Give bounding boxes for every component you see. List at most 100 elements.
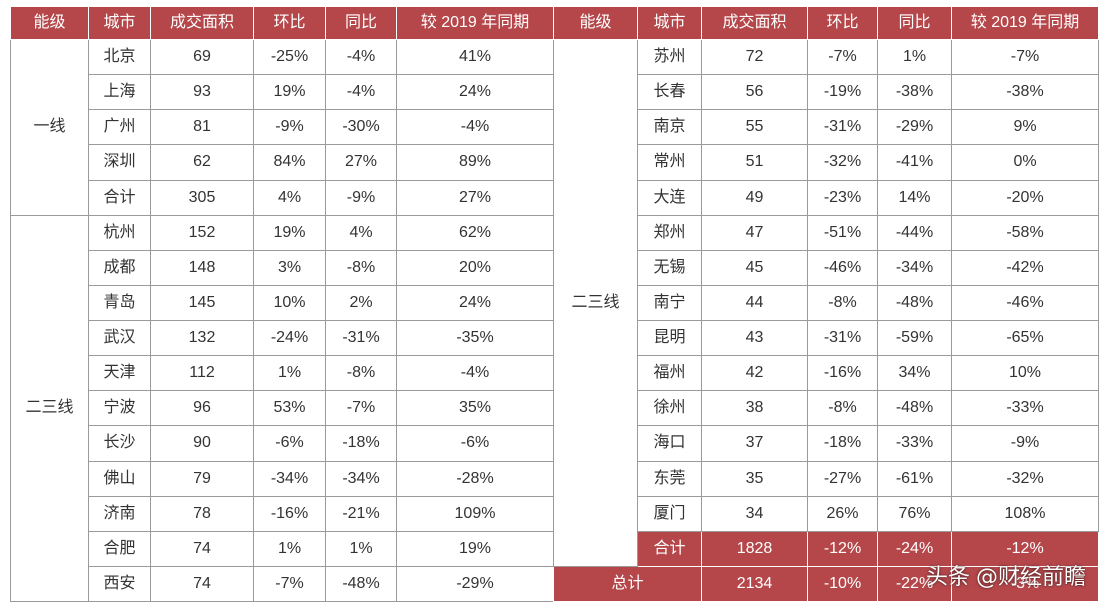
total-vs2019: -3% [951,565,1099,603]
vs2019-cell: 19% [396,530,554,567]
city-cell: 大连 [637,179,702,216]
right-table-body: 二三线 苏州 72 -7% 1% -7% 长春 56 -19% -38% -38% 南京 55 -31% -… [553,38,1099,603]
yoy-cell: -34% [325,460,397,497]
vs2019-cell: -7% [951,38,1099,76]
total-row: 总计 2134 -10% -22% -3% [553,565,1099,603]
area-cell: 93 [150,74,254,111]
city-cell: 深圳 [88,144,151,181]
yoy-cell: -18% [325,425,397,462]
table-row: 济南 78 -16% -21% 109% [11,495,554,532]
yoy-cell: -4% [325,38,397,76]
table-row: 天津 112 1% -8% -4% [11,355,554,392]
yoy-cell: 1% [325,530,397,567]
area-cell: 152 [150,214,254,251]
mom-cell: 19% [253,214,326,251]
table-row: 二三线 杭州 152 19% 4% 62% [10,214,554,603]
city-cell: 佛山 [88,460,151,497]
table-row: 南京 55 -31% -29% 9% [554,109,1099,146]
city-cell: 徐州 [637,390,702,427]
city-cell: 长沙 [88,425,151,462]
table-row: 昆明 43 -31% -59% -65% [554,319,1099,357]
city-cell: 苏州 [637,38,702,76]
city-cell: 常州 [637,144,702,181]
city-cell: 北京 [88,38,151,76]
mom-cell: -16% [253,495,326,532]
table-row: 一线 北京 69 -25% -4% 41% [10,38,554,216]
yoy-cell: 14% [877,179,952,216]
vs2019-cell: 9% [951,109,1099,146]
mom-cell: -32% [807,144,878,181]
yoy-cell: -29% [877,109,952,146]
mom-cell: -8% [807,390,878,427]
yoy-cell: -44% [877,214,952,251]
vs2019-cell: -46% [951,284,1099,322]
city-cell: 合计 [88,179,151,216]
area-cell: 62 [150,144,254,181]
area-cell: 96 [150,390,254,427]
data-table-page: 能级 城市 成交面积 环比 同比 较 2019 年同期 一线 北京 69 -25% -4… [10,6,1099,603]
table-row: 佛山 79 -34% -34% -28% [11,460,554,497]
mom-cell: 84% [253,144,326,181]
table-row: 宁波 96 53% -7% 35% [11,390,554,427]
yoy-cell: 1% [877,38,952,76]
mom-cell: 3% [253,249,326,286]
city-cell: 合肥 [88,530,151,567]
subtotal-yoy: -24% [877,530,952,567]
tier-cell: 二三线 [553,39,638,567]
area-cell: 90 [150,425,254,462]
city-cell: 宁波 [88,390,151,427]
area-cell: 55 [701,109,808,146]
yoy-cell: -48% [325,565,397,603]
total-yoy: -22% [877,565,952,603]
total-area: 2134 [701,565,808,603]
area-cell: 37 [701,425,808,462]
yoy-cell: -8% [325,249,397,286]
mom-cell: 10% [253,284,326,322]
tier-cell: 一线 [10,39,89,216]
table-row: 上海 93 19% -4% 24% [11,74,554,111]
city-cell: 无锡 [637,249,702,286]
area-cell: 56 [701,74,808,111]
city-cell: 上海 [88,74,151,111]
table-row: 厦门 34 26% 76% 108% [554,495,1099,532]
header-yoy: 同比 [877,6,952,40]
mom-cell: -23% [807,179,878,216]
table-row: 长沙 90 -6% -18% -6% [11,425,554,462]
header-vs2019: 较 2019 年同期 [396,6,554,40]
vs2019-cell: -9% [951,425,1099,462]
header-area: 成交面积 [701,6,808,40]
area-cell: 148 [150,249,254,286]
city-cell: 广州 [88,109,151,146]
yoy-cell: -9% [325,179,397,216]
vs2019-cell: 24% [396,74,554,111]
vs2019-cell: -29% [396,565,554,603]
header-mom: 环比 [253,6,326,40]
area-cell: 38 [701,390,808,427]
table-row: 西安 74 -7% -48% -29% [11,565,554,603]
yoy-cell: 4% [325,214,397,251]
area-cell: 74 [150,530,254,567]
left-header-row: 能级 城市 成交面积 环比 同比 较 2019 年同期 [10,6,554,40]
table-row: 常州 51 -32% -41% 0% [554,144,1099,181]
vs2019-cell: 41% [396,38,554,76]
area-cell: 305 [150,179,254,216]
vs2019-cell: -4% [396,355,554,392]
vs2019-cell: -33% [951,390,1099,427]
table-row: 徐州 38 -8% -48% -33% [554,390,1099,427]
area-cell: 145 [150,284,254,322]
yoy-cell: 27% [325,144,397,181]
left-table: 能级 城市 成交面积 环比 同比 较 2019 年同期 一线 北京 69 -25% -4… [10,6,554,603]
vs2019-cell: -42% [951,249,1099,286]
yoy-cell: -4% [325,74,397,111]
city-cell: 郑州 [637,214,702,251]
area-cell: 132 [150,319,254,357]
total-label: 总计 [553,565,702,603]
table-row: 二三线 苏州 72 -7% 1% -7% [553,38,1099,567]
city-cell: 西安 [88,565,151,603]
table-row: 青岛 145 10% 2% 24% [11,284,554,322]
city-cell: 昆明 [637,319,702,357]
mom-cell: -9% [253,109,326,146]
city-cell: 长春 [637,74,702,111]
yoy-cell: -30% [325,109,397,146]
table-row: 广州 81 -9% -30% -4% [11,109,554,146]
